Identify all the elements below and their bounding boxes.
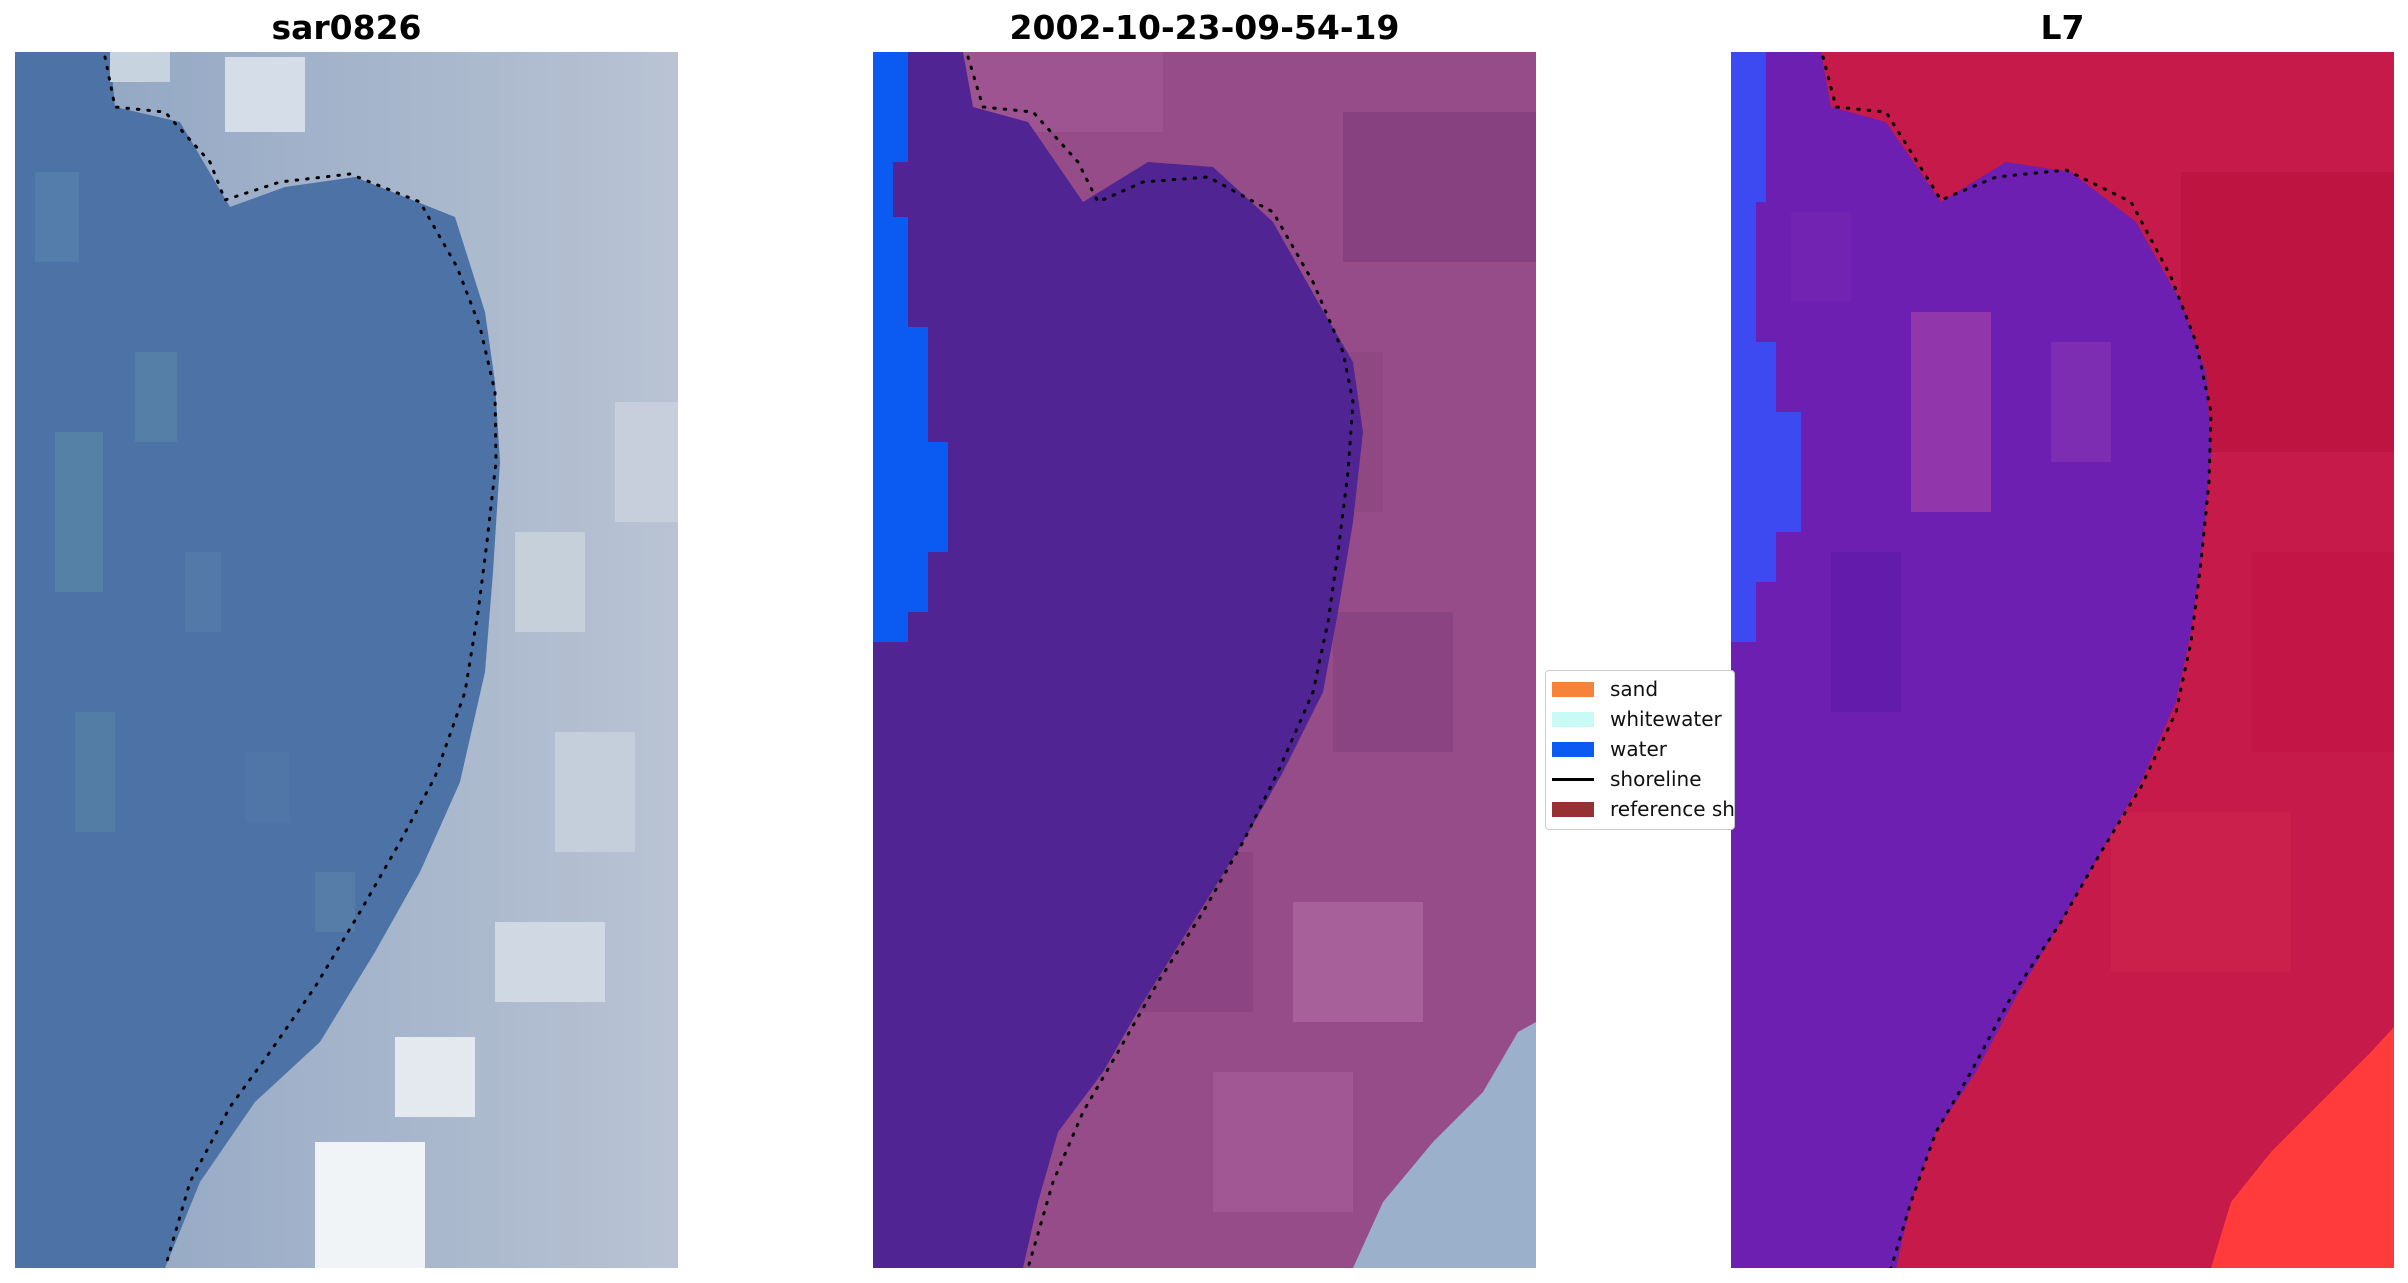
ndwi-water-texture xyxy=(1791,212,2111,712)
panel-title-classified: 2002-10-23-09-54-19 xyxy=(1009,8,1400,47)
legend-swatch-whitewater xyxy=(1552,711,1594,727)
legend-item-water: water xyxy=(1552,737,1667,761)
legend-item-shoreline: shoreline xyxy=(1552,767,1702,791)
ndwi-shoreline xyxy=(1821,55,2213,1268)
classified-water-class xyxy=(873,52,948,642)
legend-label-sand: sand xyxy=(1610,677,1659,701)
ndwi-blue-edge xyxy=(1731,52,1801,642)
legend: sand whitewater water shoreline referenc… xyxy=(1545,670,1735,830)
legend-label-reference-shoreline: reference shoreline xyxy=(1610,797,1735,821)
rgb-bright-patches xyxy=(110,52,678,1268)
legend-line-shoreline xyxy=(1552,777,1594,781)
rgb-texture xyxy=(35,172,355,932)
legend-swatch-water xyxy=(1552,741,1594,757)
legend-item-whitewater: whitewater xyxy=(1552,707,1722,731)
ndwi-image-panel xyxy=(1731,52,2394,1268)
classified-water xyxy=(873,52,1363,1268)
ndwi-land-texture xyxy=(2111,172,2394,972)
panel-title-rgb: sar0826 xyxy=(271,8,422,47)
legend-swatch-reference-shoreline xyxy=(1552,801,1594,817)
ndwi-high-patch xyxy=(2211,1027,2394,1268)
classified-image-panel xyxy=(873,52,1536,1268)
legend-item-reference-shoreline: reference shoreline xyxy=(1552,797,1735,821)
classified-whitewater-patch xyxy=(1353,1022,1536,1268)
legend-item-sand: sand xyxy=(1552,677,1658,701)
panel-title-ndwi: L7 xyxy=(2040,8,2085,47)
legend-label-shoreline: shoreline xyxy=(1610,767,1702,791)
legend-label-whitewater: whitewater xyxy=(1610,707,1722,731)
legend-label-water: water xyxy=(1610,737,1667,761)
classified-shoreline xyxy=(966,55,1355,1268)
rgb-image-panel xyxy=(15,52,678,1268)
legend-swatch-sand xyxy=(1552,681,1594,697)
